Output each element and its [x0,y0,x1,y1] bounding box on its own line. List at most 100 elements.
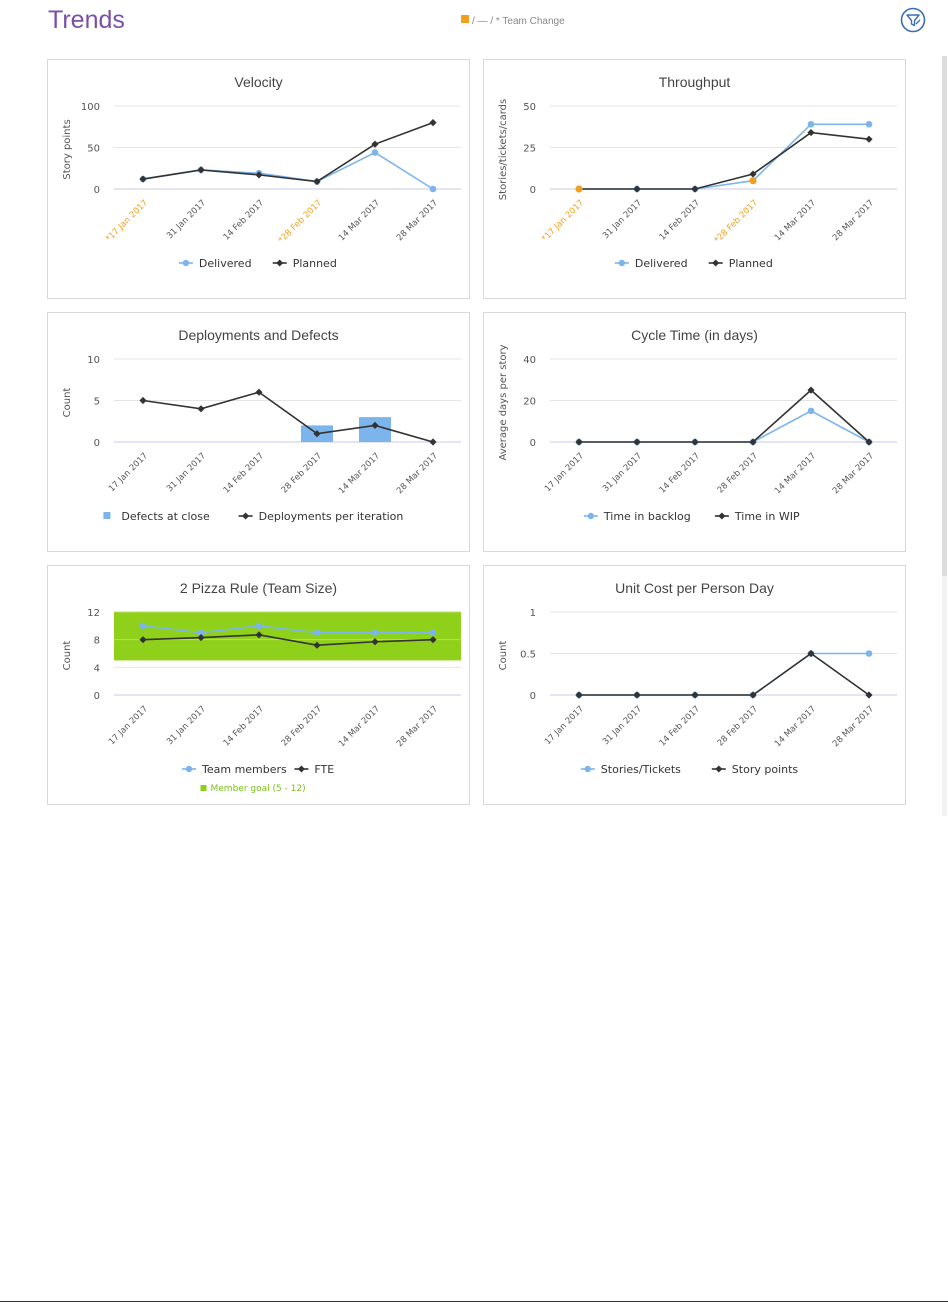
legend-symbol [297,765,305,773]
data-point [575,438,583,446]
data-point [865,691,873,699]
legend-label: Story points [732,763,799,776]
legend-item: Delivered [178,257,252,270]
data-point [691,438,699,446]
legend-item: Time in backlog [583,510,691,523]
legend-symbol [587,512,595,520]
x-tick-label: 14 Mar 2017 [773,704,818,749]
data-point [255,171,263,179]
y-axis-label: Count [62,641,73,671]
member-goal-band [114,612,461,661]
pizza-chart: 2 Pizza Rule (Team Size) 0 4 8 12 Count 17 Jan… [62,580,461,794]
y-tick-label: 0.5 [520,650,536,661]
legend-item: FTE [294,763,334,776]
data-point [807,649,815,658]
filter-icon [900,7,926,33]
legend-item: Planned [272,257,337,270]
x-tick-label: 14 Feb 2017 [222,451,266,495]
data-point [139,396,147,405]
filter-button[interactable] [900,7,926,33]
y-tick-label: 1 [530,608,536,619]
y-tick-label: 12 [87,608,100,619]
legend-symbol [182,259,190,267]
scrollbar[interactable] [942,56,947,816]
legend-item: Story points [711,763,799,776]
legend-label: Planned [293,257,337,270]
y-tick-label: 50 [523,102,536,113]
y-tick-label: 4 [94,663,100,674]
page-title: Trends [48,6,125,34]
data-point [749,691,757,699]
data-point [197,405,205,413]
data-point [575,691,583,699]
data-point [807,128,815,137]
y-tick-label: 0 [530,691,536,702]
y-tick-label: 0 [94,185,100,196]
data-point [807,120,815,128]
x-tick-label: *17 Jan 2017 [540,198,586,244]
x-tick-label: 31 Jan 2017 [601,198,644,241]
series-line-black [142,634,434,647]
data-point [197,166,205,174]
velocity-chart: Velocity 0 50 100 Story points *17 Jan 2017 31… [62,74,461,270]
team-change-label: / — / * Team Change [472,16,565,27]
data-point [371,629,379,637]
legend-symbol [185,765,193,773]
x-tick-label: 28 Mar 2017 [395,198,440,243]
legend-item: Stories/Tickets [580,763,681,776]
velocity-chart-panel: Velocity 0 50 100 Story points *17 Jan 2017 31… [47,59,470,299]
data-point [197,633,205,642]
data-point [865,120,873,128]
data-point [865,438,873,446]
y-tick-label: 100 [81,102,100,113]
y-tick-label: 0 [94,438,100,449]
y-tick-label: 0 [94,691,100,702]
team-change-point [749,177,757,185]
legend-label: Delivered [635,257,688,270]
legend-symbol [242,512,250,520]
legend-label: FTE [314,763,334,776]
scrollbar-thumb[interactable] [942,56,947,576]
unitcost-chart: Unit Cost per Person Day 0 0.5 1 Count 17 Jan… [498,580,897,776]
data-point [313,430,321,438]
x-tick-label: 28 Feb 2017 [280,451,324,495]
data-point [429,119,437,127]
data-point [429,438,437,446]
throughput-chart: Throughput 0 25 50 Stories/tickets/cards *17 … [498,74,897,270]
data-point [429,629,437,637]
legend-symbol [715,765,723,773]
legend-label: Deployments per iteration [259,510,404,523]
legend-label: Member goal (5 - 12) [211,784,306,794]
legend-item: Deployments per iteration [238,510,404,523]
chart-title: Throughput [659,74,731,90]
defect-bar [359,417,391,442]
page-bottom-rule [0,1301,948,1302]
legend-item-member-goal: Member goal (5 - 12) [200,784,306,794]
legend-symbol [584,765,591,773]
y-axis-label: Average days per story [498,344,509,460]
y-axis-label: Count [62,388,73,418]
x-tick-label: 14 Feb 2017 [658,451,702,495]
legend-label: Time in WIP [734,510,800,523]
series-line-blue [142,151,434,190]
data-point [255,631,263,639]
team-change-marker [461,15,469,23]
x-tick-label: 31 Jan 2017 [601,451,644,494]
series-line-black [579,131,870,190]
legend-symbol [200,785,207,791]
data-point [749,170,757,178]
data-point [197,629,205,637]
y-tick-label: 10 [87,355,100,366]
x-tick-label: 28 Feb 2017 [716,451,760,495]
y-tick-label: 40 [523,355,536,366]
chart-title: 2 Pizza Rule (Team Size) [180,580,337,596]
legend-symbol [103,512,111,519]
x-tick-label: 14 Feb 2017 [658,198,702,242]
deployments-chart: Deployments and Defects 0 5 10 Count 17 Jan 2… [62,327,461,523]
x-tick-label: *17 Jan 2017 [104,198,150,244]
x-tick-label: 14 Mar 2017 [773,198,818,243]
x-tick-label: 14 Mar 2017 [337,198,382,243]
x-tick-label: 31 Jan 2017 [165,704,208,747]
x-tick-label: 14 Mar 2017 [337,704,382,749]
x-tick-label: 17 Jan 2017 [543,451,586,494]
